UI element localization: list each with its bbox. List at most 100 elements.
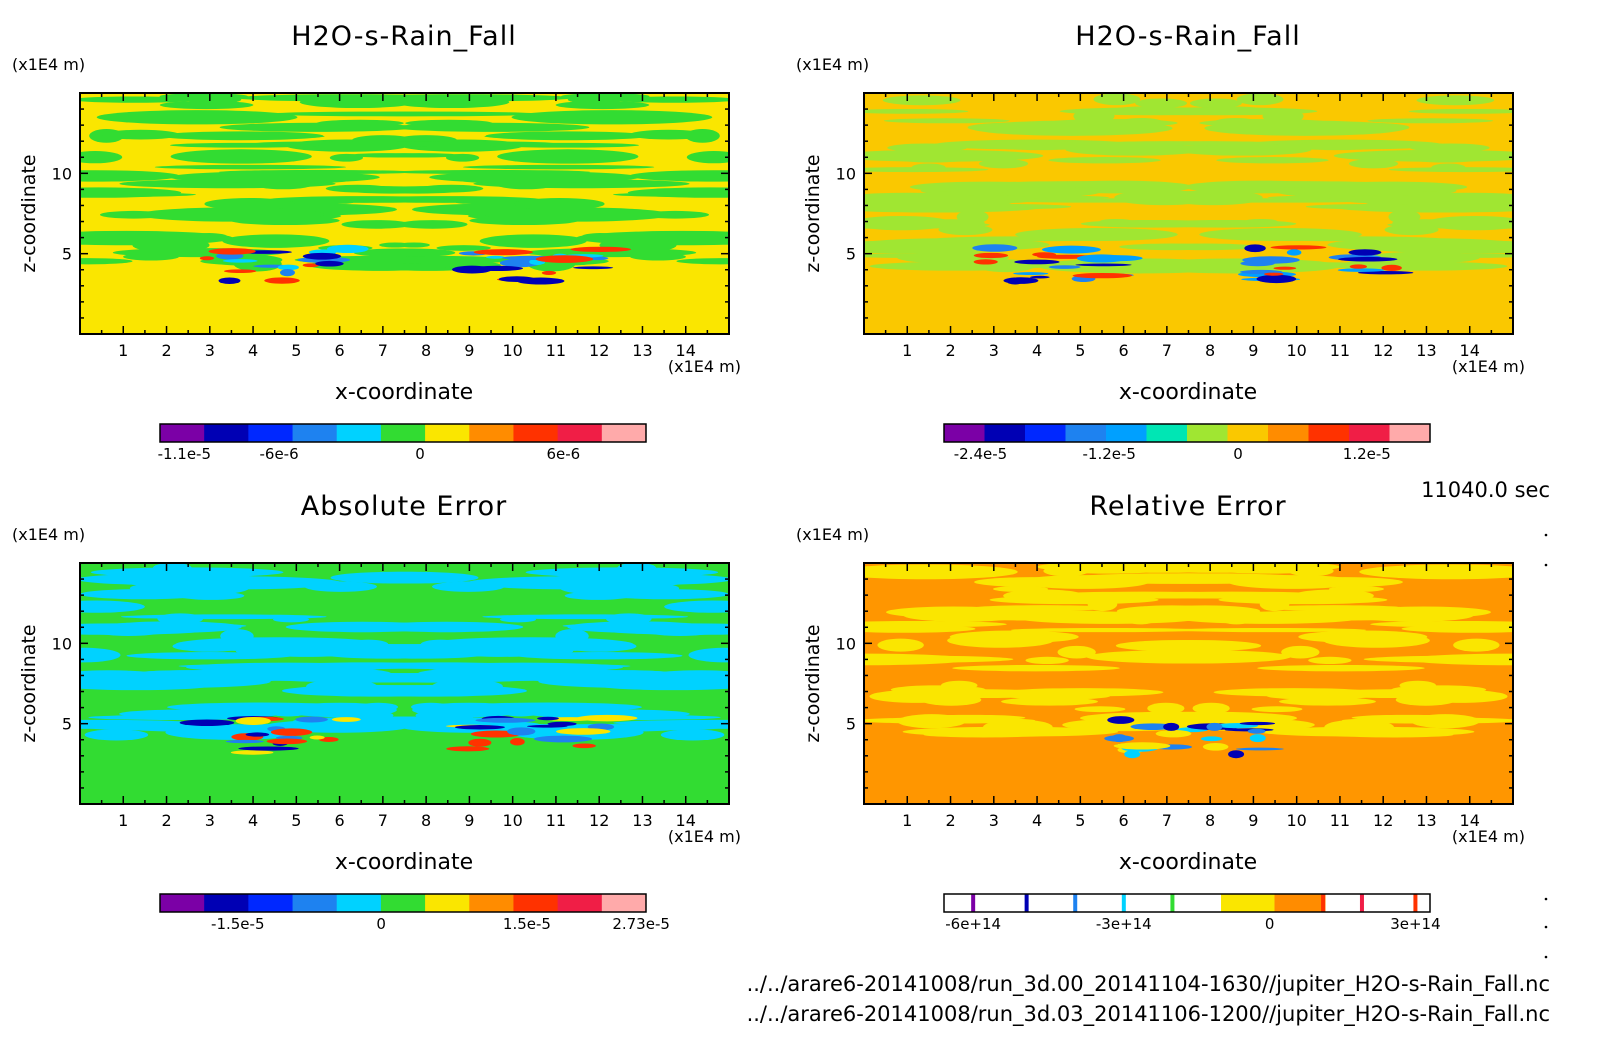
y-axis: 5 10 bbox=[836, 562, 1513, 805]
colorbar-segment bbox=[601, 424, 647, 442]
file-path-1: ../../arare6-20141008/run_3d.00_20141104… bbox=[747, 972, 1550, 997]
x-tick-label: 6 bbox=[1119, 341, 1129, 360]
colorbar-tick-label: -1.5e-5 bbox=[211, 915, 264, 933]
colorbar-mark bbox=[1321, 894, 1326, 912]
x-tick-label: 13 bbox=[632, 341, 652, 360]
chart-title: H2O-s-Rain_Fall bbox=[1075, 21, 1300, 52]
colorbar-tick-label: 0 bbox=[1233, 445, 1243, 463]
x-tick-label: 2 bbox=[161, 341, 171, 360]
x-tick-label: 2 bbox=[945, 341, 955, 360]
colorbar-tick-label: -1.1e-5 bbox=[158, 445, 211, 463]
y-unit-label: (x1E4 m) bbox=[796, 55, 869, 74]
colorbar-segment bbox=[160, 894, 205, 912]
x-tick-label: 1 bbox=[118, 811, 128, 830]
x-tick-label: 3 bbox=[205, 811, 215, 830]
x-tick-label: 11 bbox=[546, 341, 566, 360]
colorbar-mark bbox=[1024, 894, 1029, 912]
y-axis-label: z-coordinate bbox=[802, 154, 824, 272]
file-path-2: ../../arare6-20141008/run_3d.03_20141106… bbox=[747, 1002, 1550, 1027]
colorbar-segment bbox=[601, 894, 647, 912]
y-tick-label: 10 bbox=[836, 164, 856, 183]
colorbar: -1.5e-5 0 1.5e-5 2.73e-5 bbox=[159, 893, 670, 933]
chart-title: Absolute Error bbox=[301, 491, 507, 522]
colorbar-mark bbox=[1359, 894, 1364, 912]
y-tick-label: 10 bbox=[836, 634, 856, 653]
colorbar-segment bbox=[248, 424, 294, 442]
y-unit-label: (x1E4 m) bbox=[12, 55, 85, 74]
x-tick-label: 10 bbox=[1286, 811, 1306, 830]
x-axis: 1 2 3 4 5 6 7 8 9 10 11 12 13 14 bbox=[863, 563, 1514, 830]
x-tick-label: 2 bbox=[161, 811, 171, 830]
chart-title: H2O-s-Rain_Fall bbox=[291, 21, 516, 52]
x-tick-label: 12 bbox=[589, 811, 609, 830]
x-tick-label: 7 bbox=[1162, 341, 1172, 360]
x-tick-label: 11 bbox=[1330, 341, 1350, 360]
x-tick-label: 5 bbox=[291, 341, 301, 360]
y-tick-label: 5 bbox=[62, 715, 72, 734]
colorbar-segment bbox=[160, 424, 205, 442]
x-axis: 1 2 3 4 5 6 7 8 9 10 11 12 13 14 bbox=[863, 93, 1514, 360]
colorbar-segment bbox=[248, 894, 294, 912]
colorbar-segment bbox=[557, 424, 603, 442]
x-tick-label: 8 bbox=[421, 811, 431, 830]
stray-dots bbox=[1544, 533, 1548, 959]
colorbar-segment bbox=[1025, 424, 1066, 442]
colorbar-mark bbox=[1073, 894, 1078, 912]
colorbar: -2.4e-5 -1.2e-5 0 1.2e-5 bbox=[943, 423, 1431, 463]
colorbar-tick-label: -3e+14 bbox=[1096, 915, 1152, 933]
y-axis-label: z-coordinate bbox=[802, 624, 824, 742]
x-tick-label: 4 bbox=[1032, 341, 1042, 360]
y-axis: 5 10 bbox=[836, 92, 1513, 335]
x-tick-label: 12 bbox=[1373, 341, 1393, 360]
x-tick-label: 4 bbox=[248, 811, 258, 830]
colorbar-segment bbox=[204, 894, 249, 912]
colorbar-segment bbox=[513, 424, 559, 442]
x-axis-label: x-coordinate bbox=[1119, 380, 1257, 405]
chart-panel-1: H2O-s-Rain_Fall(x1E4 m)1 2 3 4 5 6 7 8 9 10 11 12 13… bbox=[12, 21, 741, 463]
y-unit-label: (x1E4 m) bbox=[12, 525, 85, 544]
colorbar-segment bbox=[469, 424, 514, 442]
x-tick-label: 3 bbox=[989, 811, 999, 830]
x-tick-label: 14 bbox=[676, 341, 696, 360]
x-tick-label: 13 bbox=[1416, 811, 1436, 830]
x-tick-label: 9 bbox=[464, 811, 474, 830]
x-unit-label: (x1E4 m) bbox=[668, 827, 741, 846]
x-tick-label: 14 bbox=[676, 811, 696, 830]
colorbar-segment bbox=[380, 424, 426, 442]
colorbar-segment bbox=[1308, 424, 1350, 442]
colorbar-tick-label: -2.4e-5 bbox=[954, 445, 1007, 463]
colorbar-segment bbox=[469, 894, 514, 912]
heatmap-field bbox=[80, 563, 729, 804]
y-axis: 5 10 bbox=[52, 92, 729, 335]
time-label: 11040.0 sec bbox=[1421, 478, 1550, 502]
colorbar-segment bbox=[336, 894, 382, 912]
y-tick-label: 10 bbox=[52, 634, 72, 653]
heatmap-field bbox=[864, 93, 1513, 334]
colorbar-mark bbox=[1121, 894, 1126, 912]
colorbar-tick-label: -6e+14 bbox=[945, 915, 1001, 933]
x-axis: 1 2 3 4 5 6 7 8 9 10 11 12 13 14 bbox=[79, 563, 730, 830]
x-tick-label: 14 bbox=[1460, 811, 1480, 830]
x-axis-label: x-coordinate bbox=[335, 380, 473, 405]
colorbar-segment bbox=[944, 424, 985, 442]
colorbar-segment bbox=[1187, 424, 1228, 442]
y-tick-label: 5 bbox=[846, 715, 856, 734]
x-tick-label: 7 bbox=[378, 341, 388, 360]
colorbar-segment bbox=[336, 424, 382, 442]
x-tick-label: 6 bbox=[335, 341, 345, 360]
chart-title: Relative Error bbox=[1089, 491, 1286, 522]
x-tick-label: 10 bbox=[502, 341, 522, 360]
colorbar: -1.1e-5 -6e-6 0 6e-6 bbox=[158, 423, 647, 463]
x-tick-label: 12 bbox=[589, 341, 609, 360]
colorbar-segment bbox=[513, 894, 559, 912]
colorbar-segment bbox=[1227, 424, 1269, 442]
chart-panel-2: H2O-s-Rain_Fall(x1E4 m)1 2 3 4 5 6 7 8 9 10 11 12 13… bbox=[796, 21, 1525, 463]
colorbar-tick-label: 3e+14 bbox=[1390, 915, 1440, 933]
colorbar-mark bbox=[1170, 894, 1175, 912]
x-tick-label: 1 bbox=[902, 811, 912, 830]
colorbar-tick-label: 1.5e-5 bbox=[503, 915, 551, 933]
y-axis-label: z-coordinate bbox=[18, 624, 40, 742]
x-tick-label: 4 bbox=[248, 341, 258, 360]
heatmap-field bbox=[864, 563, 1513, 804]
